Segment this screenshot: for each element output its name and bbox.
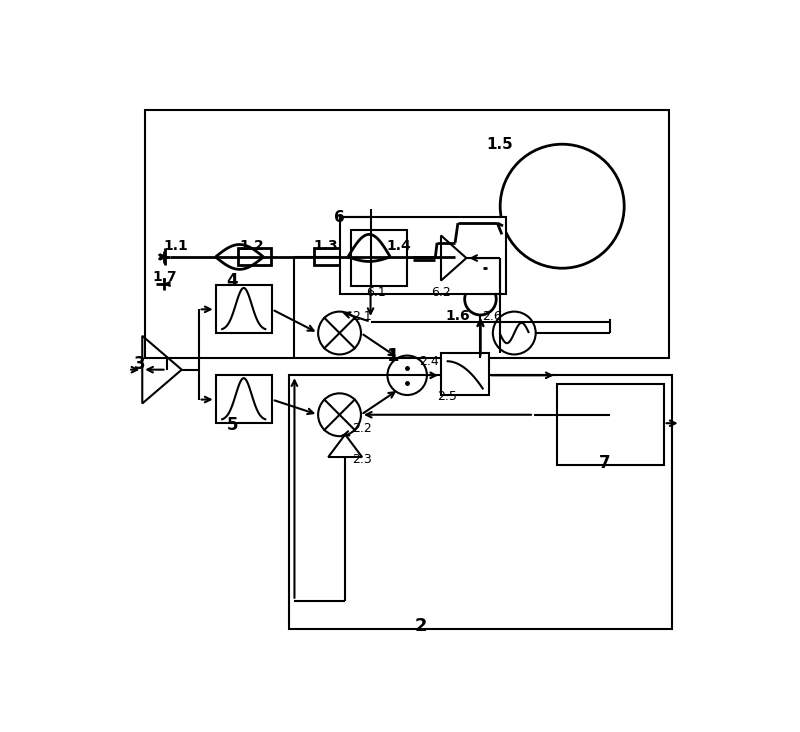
- Text: 1.2: 1.2: [240, 239, 265, 253]
- Text: 1.3: 1.3: [313, 239, 338, 253]
- Text: 2.4: 2.4: [418, 355, 438, 367]
- Text: 7: 7: [598, 454, 610, 471]
- Text: 2.2: 2.2: [352, 422, 372, 436]
- Text: 6.2: 6.2: [431, 286, 451, 299]
- Text: 1.7: 1.7: [153, 269, 177, 284]
- Bar: [238, 248, 270, 266]
- Bar: [351, 230, 407, 286]
- Text: 6: 6: [334, 210, 345, 225]
- Bar: [386, 248, 414, 266]
- Bar: [314, 248, 342, 266]
- Text: 4: 4: [226, 272, 238, 290]
- Text: 1.1: 1.1: [164, 239, 189, 253]
- Text: 1.6: 1.6: [446, 309, 470, 323]
- Text: 2.1: 2.1: [352, 310, 372, 323]
- Text: 2.5: 2.5: [437, 389, 457, 403]
- Bar: [289, 376, 672, 629]
- Text: 1.4: 1.4: [386, 239, 411, 253]
- Bar: [557, 384, 664, 466]
- Text: 1: 1: [387, 346, 399, 365]
- Bar: [145, 111, 670, 359]
- Text: 2: 2: [415, 617, 427, 635]
- Text: 2.3: 2.3: [352, 453, 372, 466]
- Bar: [215, 376, 272, 423]
- Bar: [339, 217, 506, 294]
- Text: 6.1: 6.1: [366, 286, 386, 299]
- Text: 2.6: 2.6: [482, 310, 502, 323]
- Bar: [441, 353, 489, 395]
- Text: 1.5: 1.5: [487, 137, 514, 152]
- Text: 5: 5: [226, 416, 238, 434]
- Text: 3: 3: [134, 355, 146, 373]
- Bar: [215, 285, 272, 333]
